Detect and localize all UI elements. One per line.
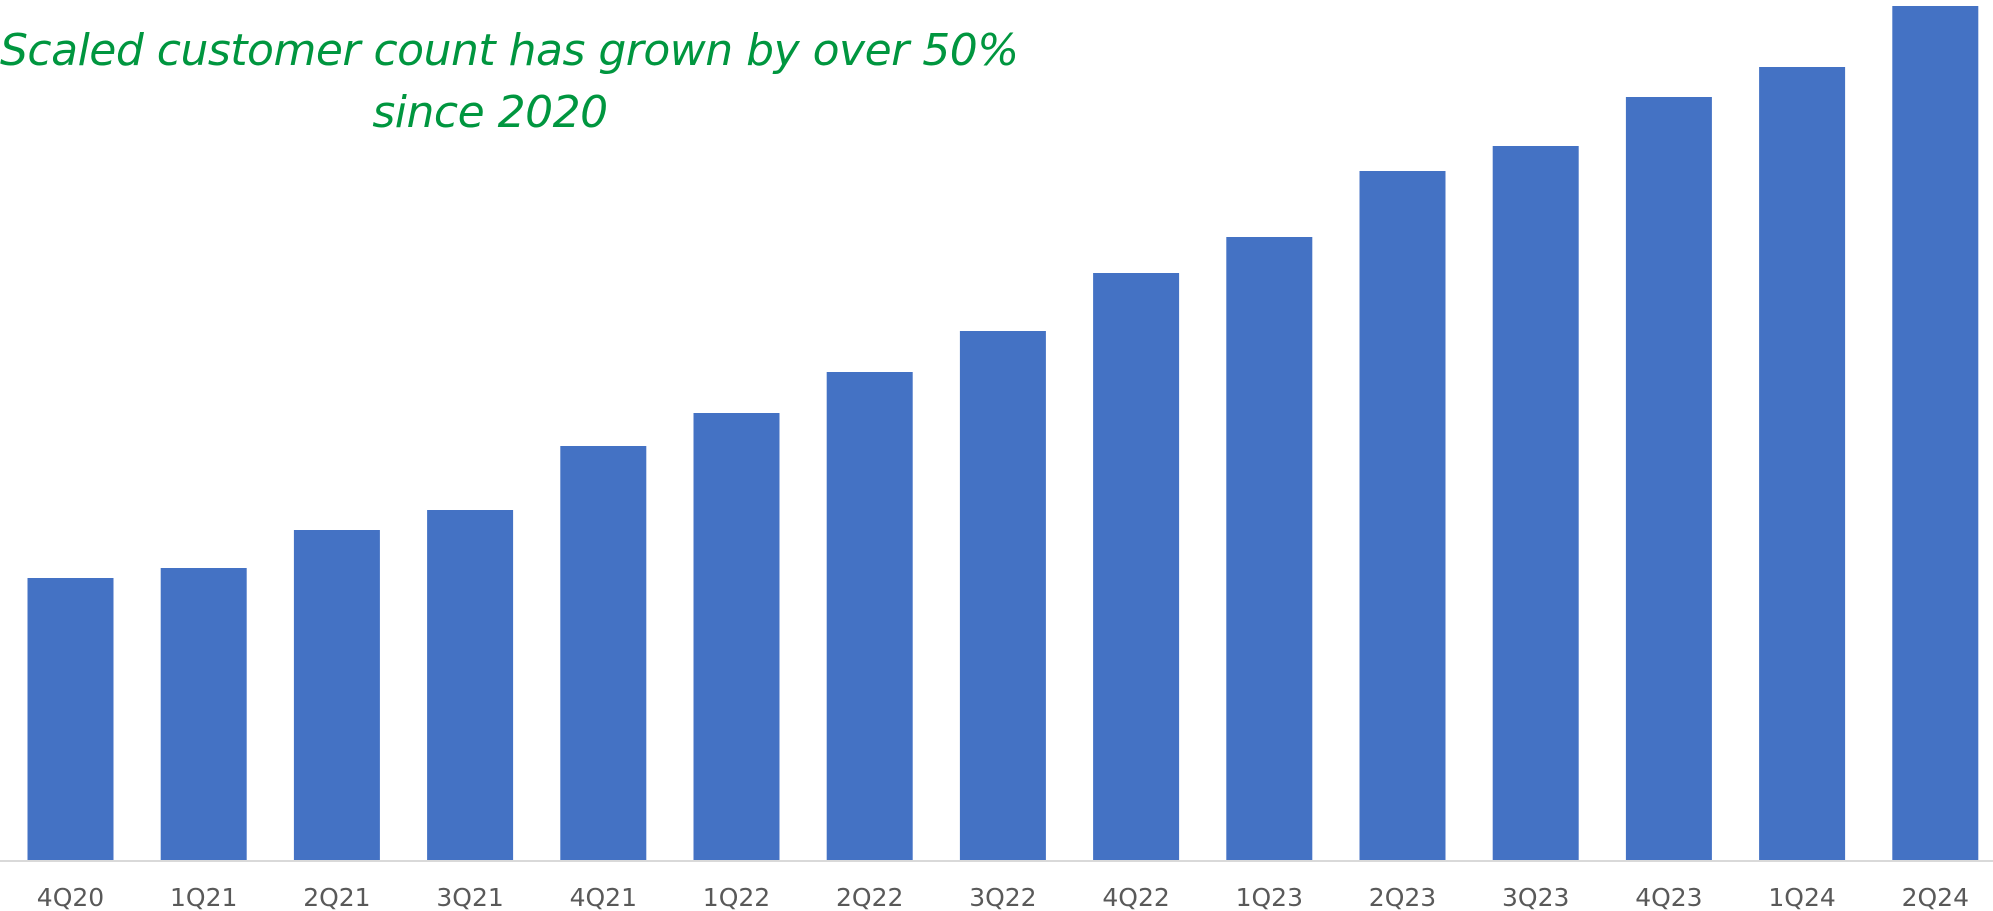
- x-tick-label-1Q23: 1Q23: [1236, 883, 1303, 911]
- x-tick-label-3Q23: 3Q23: [1502, 883, 1569, 911]
- bar-1Q24: [1759, 67, 1846, 861]
- bar-2Q22: [826, 372, 913, 861]
- bar-3Q21: [427, 510, 514, 861]
- x-tick-labels: 4Q20 1Q21 2Q21 3Q21 4Q21 1Q22 2Q22 3Q22 4Q22 1Q23…: [37, 883, 1969, 911]
- x-tick-label-2Q22: 2Q22: [836, 883, 903, 911]
- chart-title-line-1: Scaled customer count has grown by over …: [0, 25, 1019, 76]
- bar-4Q22: [1093, 273, 1180, 861]
- x-tick-label-4Q21: 4Q21: [570, 883, 637, 911]
- bar-1Q23: [1226, 237, 1313, 861]
- x-tick-label-4Q22: 4Q22: [1102, 883, 1169, 911]
- x-tick-label-4Q23: 4Q23: [1635, 883, 1702, 911]
- bar-3Q22: [959, 331, 1046, 861]
- x-tick-label-1Q21: 1Q21: [170, 883, 237, 911]
- bar-3Q23: [1492, 146, 1579, 861]
- x-tick-label-4Q20: 4Q20: [37, 883, 104, 911]
- bar-2Q21: [293, 530, 380, 861]
- x-tick-label-1Q24: 1Q24: [1768, 883, 1835, 911]
- x-tick-label-1Q22: 1Q22: [703, 883, 770, 911]
- x-tick-label-2Q24: 2Q24: [1902, 883, 1969, 911]
- chart-title-line-2: since 2020: [372, 87, 608, 138]
- bar-4Q20: [27, 578, 114, 861]
- bar-2Q23: [1359, 171, 1446, 861]
- bar-1Q22: [693, 413, 780, 861]
- x-tick-label-2Q23: 2Q23: [1369, 883, 1436, 911]
- bar-4Q23: [1625, 97, 1712, 861]
- x-tick-label-3Q22: 3Q22: [969, 883, 1036, 911]
- bars-group: [27, 6, 1979, 861]
- chart-title: Scaled customer count has grown by over …: [0, 20, 1019, 144]
- bar-1Q21: [160, 568, 247, 861]
- x-tick-label-2Q21: 2Q21: [303, 883, 370, 911]
- x-tick-label-3Q21: 3Q21: [436, 883, 503, 911]
- bar-2Q24: [1892, 6, 1979, 861]
- bar-4Q21: [560, 446, 647, 861]
